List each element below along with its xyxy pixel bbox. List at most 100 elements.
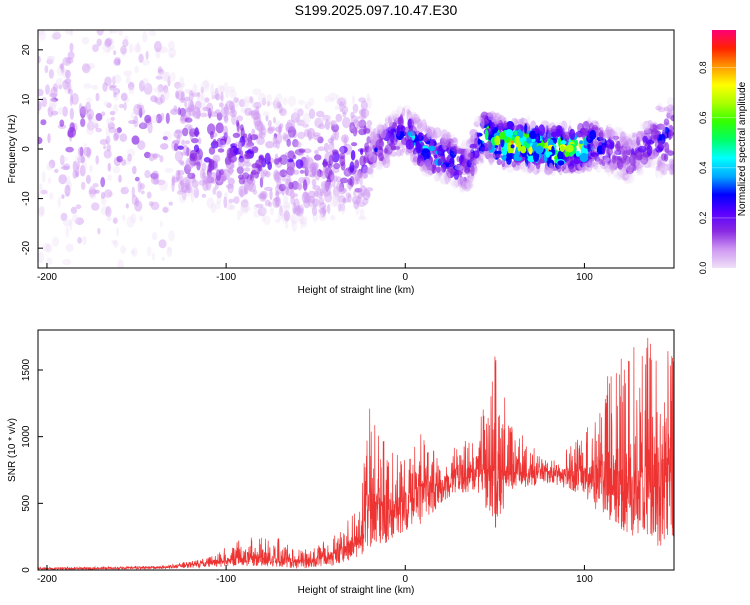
spectrogram-cell	[39, 30, 46, 41]
spectrogram-cell	[604, 153, 609, 165]
spectrogram-cell	[349, 161, 355, 173]
spectrogram-cell	[126, 216, 135, 228]
spectrogram-cell	[347, 178, 353, 186]
spectrogram-cell	[319, 116, 326, 123]
spectrogram-cell	[324, 205, 329, 210]
spectrogram-cell	[105, 126, 111, 137]
spectrogram-cell	[267, 120, 272, 127]
y-tick-label: 20	[21, 44, 32, 56]
spectrogram-cell	[65, 226, 69, 238]
spectrogram-cell	[342, 111, 347, 118]
spectrogram-cell	[272, 135, 278, 144]
spectrogram-cell	[108, 85, 116, 91]
spectrogram-cell	[561, 165, 565, 172]
spectrogram-cell	[273, 197, 281, 202]
spectrogram-cell	[95, 128, 102, 133]
spectrogram-cell	[622, 176, 630, 182]
snr-line	[38, 337, 674, 570]
spectrogram-cell	[61, 70, 66, 75]
spectrogram-cell	[113, 50, 117, 56]
spectrogram-cell	[242, 99, 250, 108]
spectrogram-cell	[89, 165, 93, 173]
x-tick-label: -200	[37, 574, 57, 585]
spectrogram-cell	[460, 154, 464, 163]
spectrogram-cell	[216, 84, 226, 95]
spectrogram-cell	[651, 151, 657, 160]
spectrogram-cell	[273, 158, 280, 165]
spectrogram-cell	[168, 201, 173, 206]
spectrogram-cell	[136, 104, 145, 110]
spectrogram-cell	[181, 127, 189, 137]
spectrogram-cell	[296, 119, 305, 126]
spectrogram-cell	[217, 148, 225, 153]
spectrogram-cell	[161, 256, 165, 262]
spectrogram-cell	[149, 30, 156, 37]
spectrogram-cell	[105, 37, 113, 46]
spectrogram-cell	[426, 162, 432, 171]
spectrogram-cell	[196, 93, 204, 102]
spectrogram-cell	[234, 141, 242, 147]
spectrogram-cell	[267, 100, 270, 107]
spectrogram-cell	[143, 83, 153, 95]
spectrogram-cell	[249, 96, 254, 104]
spectrogram-cell	[109, 30, 113, 35]
spectrogram-cell	[423, 136, 428, 143]
y-tick-label: -10	[21, 191, 32, 206]
spectrogram-cell	[244, 152, 252, 157]
spectrogram-cell	[92, 183, 99, 188]
spectrogram-cell	[238, 99, 246, 108]
spectrogram-cell	[175, 90, 180, 99]
spectrogram-cell	[650, 124, 658, 130]
spectrogram-cell	[95, 189, 100, 194]
spectrogram-cell	[108, 38, 115, 45]
spectrogram-cell	[568, 165, 577, 173]
spectrogram-cell	[583, 139, 588, 146]
spectrogram-cell	[640, 122, 644, 131]
spectrogram-cell	[219, 102, 224, 108]
spectrogram-cell	[308, 130, 312, 141]
spectrogram-cell	[304, 192, 310, 204]
spectrogram-cell	[521, 162, 526, 173]
spectrogram-cell	[226, 86, 236, 93]
spectrogram-cell	[441, 133, 450, 146]
spectrogram-cell	[646, 144, 653, 157]
spectrogram-cell	[342, 117, 351, 129]
spectrogram-cell	[189, 152, 198, 162]
spectrogram-cell	[548, 162, 554, 174]
spectrogram-cell	[619, 127, 623, 136]
spectrogram-cell	[272, 99, 281, 109]
spectrogram-cell	[214, 87, 219, 100]
spectrogram-cell	[290, 213, 300, 224]
spectrogram-cell	[320, 207, 326, 218]
spectrogram-cell	[106, 117, 114, 125]
spectrogram-cell	[295, 207, 304, 217]
spectrogram-cell	[95, 92, 100, 102]
spectrogram-cell	[593, 138, 598, 150]
spectrogram-cell	[339, 101, 344, 113]
spectrogram-cell	[38, 206, 44, 218]
spectrogram-cell	[160, 94, 166, 104]
spectrogram-cell	[128, 120, 137, 124]
spectrogram-cell	[621, 172, 629, 181]
spectrogram-cell	[400, 125, 406, 132]
spectrogram-cell	[399, 114, 404, 126]
spectrogram-cell	[112, 76, 116, 85]
spectrogram-cell	[38, 30, 45, 36]
spectrogram-cell	[209, 172, 218, 184]
spectrogram-cell	[299, 169, 305, 174]
colorbar-tick-label: 0.8	[698, 61, 708, 74]
spectrogram-cell	[649, 154, 658, 159]
spectrogram-cell	[64, 30, 73, 35]
spectrogram-cell	[216, 196, 222, 204]
spectrogram-cell	[366, 166, 374, 175]
spectrogram-cell	[339, 146, 345, 154]
spectrogram-cell	[118, 103, 125, 109]
spectrogram-cell	[573, 156, 581, 165]
y-tick-label: 500	[21, 495, 32, 512]
spectrogram-cell	[160, 143, 169, 150]
spectrogram-cell	[277, 211, 284, 221]
spectrogram-cell	[275, 126, 283, 133]
spectrogram-cell	[569, 128, 576, 141]
spectrogram-cell	[210, 130, 214, 140]
spectrogram-cell	[446, 131, 451, 141]
